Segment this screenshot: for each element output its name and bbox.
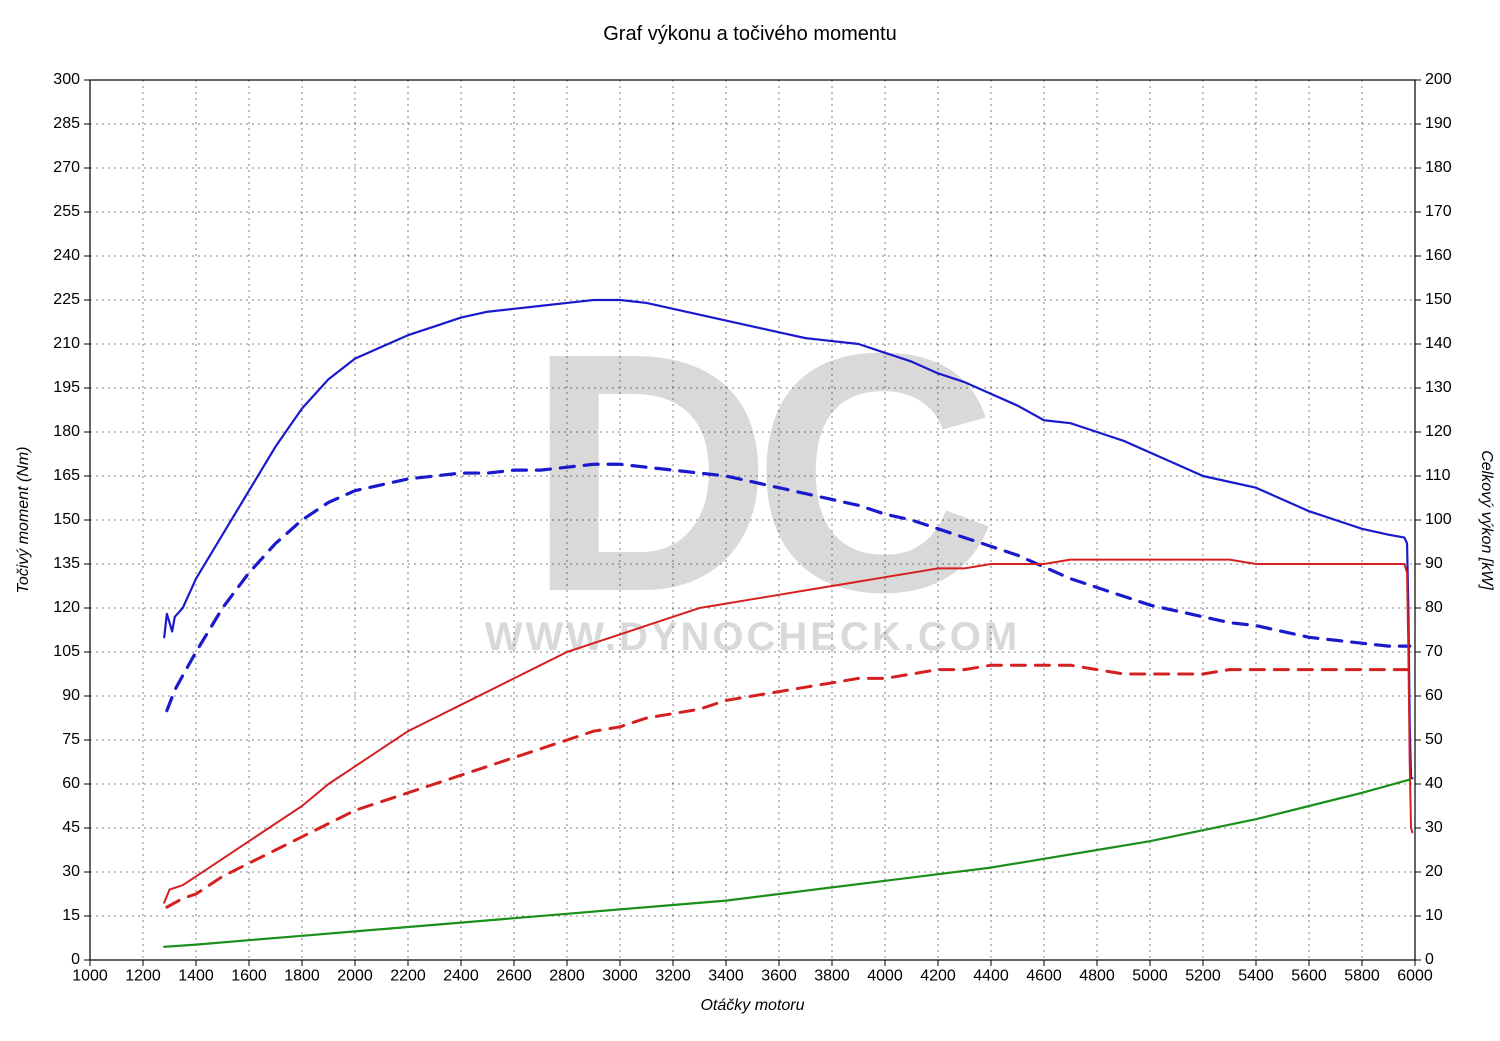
svg-text:160: 160	[1425, 247, 1452, 264]
svg-text:200: 200	[1425, 71, 1452, 88]
svg-text:210: 210	[53, 335, 80, 352]
watermark: DCWWW.DYNOCHECK.COM	[485, 283, 1020, 663]
svg-text:4000: 4000	[867, 967, 903, 984]
svg-text:180: 180	[1425, 159, 1452, 176]
svg-text:5200: 5200	[1185, 967, 1221, 984]
svg-text:100: 100	[1425, 511, 1452, 528]
svg-text:3200: 3200	[655, 967, 691, 984]
svg-text:30: 30	[1425, 819, 1443, 836]
svg-text:5800: 5800	[1344, 967, 1380, 984]
svg-text:255: 255	[53, 203, 80, 220]
svg-text:140: 140	[1425, 335, 1452, 352]
svg-text:5400: 5400	[1238, 967, 1274, 984]
svg-text:3800: 3800	[814, 967, 850, 984]
svg-text:240: 240	[53, 247, 80, 264]
svg-text:45: 45	[62, 819, 80, 836]
svg-text:2600: 2600	[496, 967, 532, 984]
svg-text:2000: 2000	[337, 967, 373, 984]
svg-text:225: 225	[53, 291, 80, 308]
svg-text:1200: 1200	[125, 967, 161, 984]
svg-text:50: 50	[1425, 731, 1443, 748]
svg-text:110: 110	[1425, 467, 1451, 484]
svg-text:3000: 3000	[602, 967, 638, 984]
svg-text:10: 10	[1425, 907, 1443, 924]
svg-text:DC: DC	[527, 283, 992, 663]
svg-text:20: 20	[1425, 863, 1443, 880]
svg-text:2800: 2800	[549, 967, 585, 984]
svg-text:6000: 6000	[1397, 967, 1433, 984]
svg-text:1000: 1000	[72, 967, 108, 984]
svg-text:130: 130	[1425, 379, 1452, 396]
svg-text:190: 190	[1425, 115, 1452, 132]
svg-text:165: 165	[53, 467, 80, 484]
svg-text:3400: 3400	[708, 967, 744, 984]
svg-text:150: 150	[1425, 291, 1452, 308]
svg-text:70: 70	[1425, 643, 1443, 660]
svg-text:0: 0	[1425, 951, 1434, 968]
svg-text:1400: 1400	[178, 967, 214, 984]
y-left-label: Točivý moment (Nm)	[15, 447, 32, 594]
dyno-chart: DCWWW.DYNOCHECK.COM100012001400160018002…	[0, 0, 1500, 1041]
svg-text:170: 170	[1425, 203, 1452, 220]
svg-text:105: 105	[53, 643, 80, 660]
svg-text:60: 60	[62, 775, 80, 792]
svg-text:1600: 1600	[231, 967, 267, 984]
svg-text:2400: 2400	[443, 967, 479, 984]
svg-text:1800: 1800	[284, 967, 320, 984]
svg-text:30: 30	[62, 863, 80, 880]
svg-text:4200: 4200	[920, 967, 956, 984]
svg-text:90: 90	[62, 687, 80, 704]
svg-text:4800: 4800	[1079, 967, 1115, 984]
svg-text:5600: 5600	[1291, 967, 1327, 984]
svg-text:4400: 4400	[973, 967, 1009, 984]
svg-text:3600: 3600	[761, 967, 797, 984]
svg-text:285: 285	[53, 115, 80, 132]
x-axis-label: Otáčky motoru	[700, 997, 804, 1014]
svg-text:300: 300	[53, 71, 80, 88]
svg-text:80: 80	[1425, 599, 1443, 616]
svg-text:15: 15	[62, 907, 80, 924]
svg-text:90: 90	[1425, 555, 1443, 572]
svg-text:75: 75	[62, 731, 80, 748]
svg-text:195: 195	[53, 379, 80, 396]
svg-text:270: 270	[53, 159, 80, 176]
svg-text:135: 135	[53, 555, 80, 572]
svg-text:40: 40	[1425, 775, 1443, 792]
svg-text:0: 0	[71, 951, 80, 968]
svg-text:150: 150	[53, 511, 80, 528]
svg-text:120: 120	[1425, 423, 1452, 440]
svg-text:5000: 5000	[1132, 967, 1168, 984]
svg-text:2200: 2200	[390, 967, 426, 984]
y-right-label: Celkový výkon [kW]	[1478, 450, 1495, 590]
chart-title: Graf výkonu a točivého momentu	[603, 23, 896, 45]
svg-text:60: 60	[1425, 687, 1443, 704]
svg-text:120: 120	[53, 599, 80, 616]
chart-svg: DCWWW.DYNOCHECK.COM100012001400160018002…	[0, 0, 1500, 1041]
svg-text:180: 180	[53, 423, 80, 440]
svg-text:4600: 4600	[1026, 967, 1062, 984]
